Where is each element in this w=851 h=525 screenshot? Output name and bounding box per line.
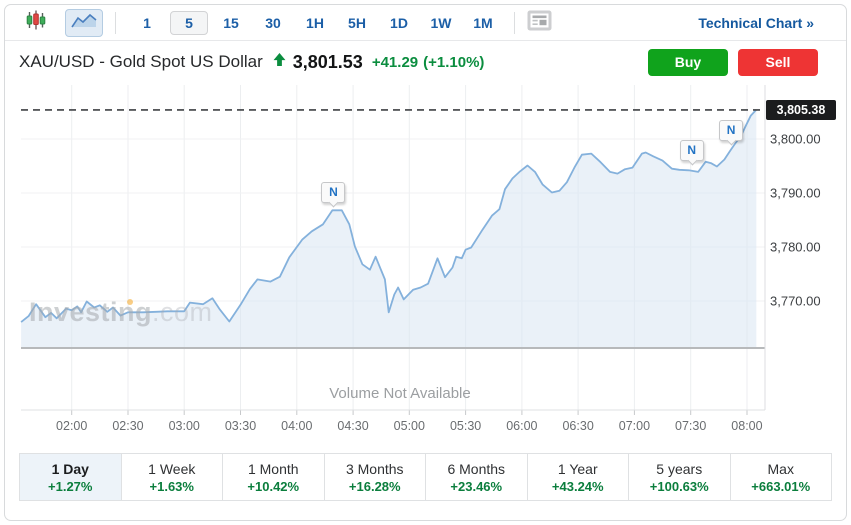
buy-button[interactable]: Buy (648, 48, 728, 76)
x-axis-label: 04:00 (281, 419, 313, 433)
period-tab-3-months[interactable]: 3 Months +16.28% (325, 454, 426, 500)
x-axis-label: 03:30 (224, 419, 257, 433)
candlestick-icon (25, 9, 47, 36)
y-axis-label: 3,800.00 (770, 131, 821, 147)
interval-button-30[interactable]: 30 (265, 14, 281, 31)
x-axis-label: 06:30 (562, 419, 594, 433)
period-tab-1-day[interactable]: 1 Day +1.27% (20, 454, 122, 500)
sell-button[interactable]: Sell (738, 48, 818, 76)
x-axis-label: 04:30 (337, 419, 369, 433)
period-tab-max[interactable]: Max +663.01% (731, 454, 832, 500)
interval-button-1w[interactable]: 1W (430, 14, 452, 31)
period-label: Max (767, 460, 794, 477)
interval-button-5[interactable]: 5 (170, 10, 208, 35)
price-line (20, 109, 757, 323)
y-axis-label: 3,770.00 (770, 293, 821, 309)
interval-button-1m[interactable]: 1M (473, 14, 493, 31)
price-change: +41.29 (371, 53, 419, 71)
period-tab-1-year[interactable]: 1 Year +43.24% (528, 454, 629, 500)
period-change: +663.01% (751, 478, 811, 494)
price-chart-svg (20, 85, 766, 415)
period-change: +100.63% (649, 478, 709, 494)
news-marker[interactable]: N (321, 182, 346, 204)
interval-button-1h[interactable]: 1H (306, 14, 324, 31)
period-change: +10.42% (247, 478, 300, 494)
instrument-header: XAU/USD - Gold Spot US Dollar 3,801.53 +… (19, 44, 832, 80)
candlestick-chart-button[interactable] (19, 9, 53, 37)
technical-chart-link[interactable]: Technical Chart » (698, 14, 814, 31)
x-axis-label: 03:00 (168, 419, 200, 433)
x-axis-label: 06:00 (506, 419, 538, 433)
period-label: 1 Month (247, 460, 299, 477)
news-marker[interactable]: N (719, 119, 744, 141)
toolbar-separator (514, 11, 515, 34)
period-label: 6 Months (447, 460, 506, 477)
period-tab-1-month[interactable]: 1 Month +10.42% (223, 454, 325, 500)
interval-button-15[interactable]: 15 (223, 14, 239, 31)
price-up-arrow-icon (273, 53, 286, 71)
area-chart-icon (71, 12, 97, 34)
area-fill (21, 109, 757, 348)
period-change: +16.28% (348, 478, 401, 494)
y-axis-label: 3,790.00 (770, 185, 821, 201)
interval-button-1[interactable]: 1 (143, 14, 151, 31)
interval-group: 1 5 15 30 1H 5H 1D 1W 1M (128, 10, 502, 35)
period-label: 1 Day (51, 460, 89, 477)
period-label: 5 years (656, 460, 703, 477)
last-price-axis-label: 3,805.38 (766, 99, 836, 120)
period-change: +1.63% (149, 478, 194, 494)
period-change: +23.46% (450, 478, 503, 494)
period-label: 3 Months (345, 460, 404, 477)
period-tab-5-years[interactable]: 5 years +100.63% (629, 454, 731, 500)
period-performance-bar: 1 Day +1.27% 1 Week +1.63% 1 Month +10.42% 3 M… (19, 453, 832, 501)
period-label: 1 Week (148, 460, 196, 477)
x-axis-label: 05:30 (449, 419, 482, 433)
widget-border (4, 4, 847, 521)
x-axis-label: 08:00 (731, 419, 763, 433)
period-tab-6-months[interactable]: 6 Months +23.46% (426, 454, 528, 500)
period-tab-1-week[interactable]: 1 Week +1.63% (122, 454, 223, 500)
x-axis-label: 02:30 (112, 419, 144, 433)
news-layout-icon (527, 10, 552, 36)
period-change: +43.24% (551, 478, 604, 494)
trade-buttons: Buy Sell (648, 48, 832, 76)
x-axis-label: 02:00 (56, 419, 88, 433)
investing-watermark: Investing.com (29, 297, 213, 327)
volume-note: Volume Not Available (329, 385, 471, 402)
period-label: 1 Year (557, 460, 598, 477)
news-layout-button[interactable] (527, 10, 552, 36)
x-axis-label: 07:00 (618, 419, 651, 433)
toolbar-separator (115, 11, 116, 34)
chart-toolbar: 1 5 15 30 1H 5H 1D 1W 1M Technical Chart » (5, 5, 846, 41)
x-axis-label: 05:00 (393, 419, 425, 433)
watermark-orange-dot (127, 299, 133, 305)
price-change-percent: (+1.10%) (423, 53, 485, 71)
interval-button-1d[interactable]: 1D (390, 14, 408, 31)
x-axis-label: 07:30 (675, 419, 707, 433)
interval-button-5h[interactable]: 5H (348, 14, 366, 31)
period-change: +1.27% (48, 478, 93, 494)
last-price-value: 3,801.53 (292, 51, 363, 72)
news-marker[interactable]: N (679, 140, 704, 162)
area-chart-button[interactable] (65, 8, 103, 37)
y-axis-label: 3,780.00 (770, 239, 821, 255)
instrument-title: XAU/USD - Gold Spot US Dollar (19, 52, 263, 71)
